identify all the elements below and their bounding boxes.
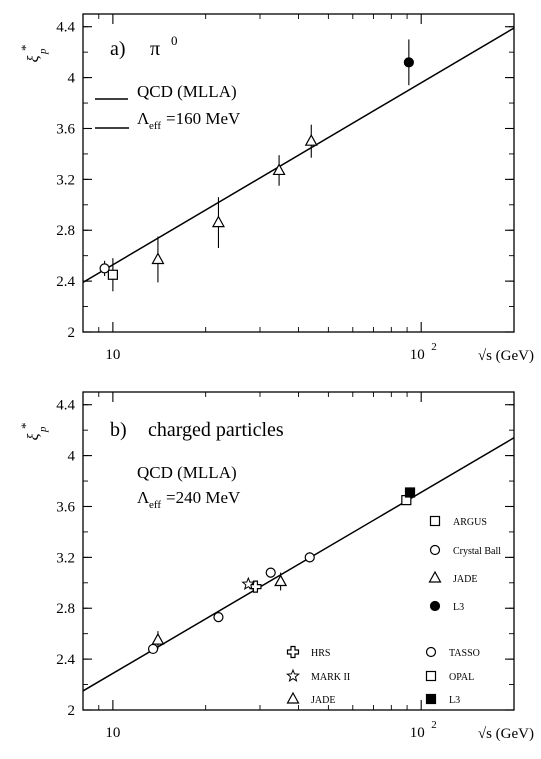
- data-point: [152, 253, 163, 263]
- series-l3: [406, 487, 415, 497]
- y-tick-label: 2.8: [56, 223, 75, 239]
- legend-entry: ARGUS: [431, 517, 487, 529]
- legend-marker: [430, 572, 441, 582]
- fit-legend-label: QCD (MLLA): [137, 82, 237, 101]
- x-tick-label-exponent: 2: [431, 719, 437, 731]
- data-point: [100, 264, 109, 273]
- series-jade: [152, 125, 316, 283]
- x-tick-label: 10: [105, 347, 120, 363]
- data-point: [266, 568, 275, 577]
- legend-marker: [427, 695, 436, 704]
- legend-label: TASSO: [449, 648, 480, 659]
- series-l3: [404, 39, 413, 85]
- fit-parameter-subscript: eff: [149, 499, 161, 511]
- legend-marker: [431, 517, 440, 526]
- series-crystal-ball: [100, 261, 109, 276]
- y-tick-label: 3.6: [56, 499, 75, 515]
- panel-label: a): [110, 38, 126, 60]
- legend-label: JADE: [311, 695, 335, 706]
- y-axis-label-subscript: p: [37, 48, 49, 55]
- fit-legend-label: QCD (MLLA): [137, 463, 237, 482]
- y-axis-label: ξp *: [18, 45, 49, 63]
- y-tick-label: 4: [68, 449, 76, 465]
- legend-entry: MARK II: [287, 670, 350, 683]
- panel-label: b): [110, 419, 127, 441]
- y-axis-label-superscript: *: [18, 45, 33, 52]
- fit-parameter-value: =240 MeV: [166, 488, 241, 507]
- y-tick-label: 3.6: [56, 121, 75, 137]
- y-axis-label-subscript: p: [37, 426, 49, 433]
- legend-label: OPAL: [449, 672, 474, 683]
- legend-marker: [288, 693, 299, 703]
- x-axis-label: √s (GeV): [478, 348, 534, 364]
- panel-title: charged particles: [148, 419, 284, 441]
- data-point: [149, 644, 158, 653]
- legend-marker: [431, 602, 440, 611]
- y-tick-label: 2: [68, 325, 76, 341]
- x-tick-label: 10: [410, 347, 425, 363]
- y-tick-label: 4.4: [56, 398, 75, 414]
- y-tick-label: 2.4: [56, 652, 75, 668]
- data-point: [108, 270, 117, 279]
- legend-entry: HRS: [288, 647, 331, 660]
- y-axis-label: ξp *: [18, 423, 49, 441]
- legend-entry: Crystal Ball: [431, 546, 502, 558]
- legend-marker: [287, 670, 298, 681]
- data-point: [404, 58, 413, 67]
- data-point: [213, 217, 224, 227]
- panel-b: 2 2.4 2.8 3.2 3.6 4 4.4 10 10 2 √s (GeV) ξp * b) charg…: [18, 128, 534, 742]
- y-axis-label-superscript: *: [18, 423, 33, 430]
- legend-label: ARGUS: [453, 517, 487, 528]
- legend-entry: JADE: [288, 693, 336, 706]
- fit-parameter-subscript: eff: [149, 120, 161, 132]
- legend-label: HRS: [311, 648, 330, 659]
- data-point: [214, 613, 223, 622]
- legend-label: JADE: [453, 574, 477, 585]
- y-tick-label: 2.4: [56, 274, 75, 290]
- legend-label: Crystal Ball: [453, 546, 501, 557]
- fit-line: [83, 28, 514, 282]
- y-axis-label-symbol: ξ: [25, 55, 42, 62]
- y-axis-label-symbol: ξ: [25, 433, 42, 440]
- x-tick-label: 10: [105, 725, 120, 741]
- panel-a: 22.42.83.23.644.410 10 2√s (GeV)ξp* a) π 0QCD…: [18, 14, 534, 613]
- y-tick-label: 3.2: [56, 172, 75, 188]
- legend-marker: [427, 672, 436, 681]
- legend-entry: OPAL: [427, 672, 475, 684]
- panel-title-superscript: 0: [171, 33, 178, 48]
- y-tick-label: 2.8: [56, 601, 75, 617]
- plot-frame: [83, 14, 514, 332]
- panel-title: π: [150, 38, 160, 60]
- fit-parameter-value: =160 MeV: [166, 109, 241, 128]
- x-tick-label-exponent: 2: [431, 341, 437, 353]
- legend-entry: TASSO: [427, 648, 480, 660]
- data-point: [152, 634, 163, 644]
- y-tick-label: 2: [68, 703, 76, 719]
- legend-entry: L3: [431, 602, 465, 614]
- x-axis-label: √s (GeV): [478, 726, 534, 742]
- y-tick-label: 4.4: [56, 20, 75, 36]
- legend-label: L3: [453, 602, 464, 613]
- x-tick-label: 10: [410, 725, 425, 741]
- data-point: [305, 553, 314, 562]
- data-point: [306, 135, 317, 145]
- legend-label: MARK II: [311, 672, 350, 683]
- data-point: [406, 488, 415, 497]
- y-tick-label: 3.2: [56, 550, 75, 566]
- y-tick-label: 4: [68, 71, 76, 87]
- legend-label: L3: [449, 695, 460, 706]
- legend-entry: JADE: [430, 572, 478, 585]
- legend-marker: [431, 546, 440, 555]
- legend-marker: [427, 648, 436, 657]
- legend-marker: [288, 647, 299, 658]
- legend-entry: L3: [427, 695, 461, 707]
